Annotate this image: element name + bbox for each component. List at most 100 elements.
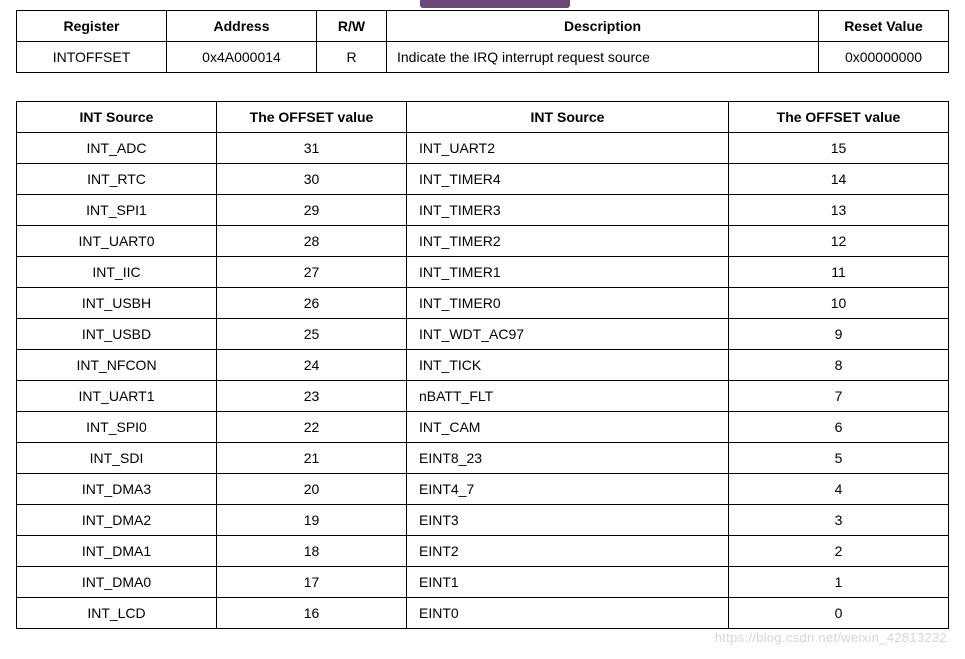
cell-int-source: INT_CAM — [407, 412, 729, 443]
cell-offset-value: 30 — [217, 164, 407, 195]
cell-offset-value: 14 — [729, 164, 949, 195]
cell-offset-value: 11 — [729, 257, 949, 288]
table-row: INT_UART123nBATT_FLT7 — [17, 381, 949, 412]
cell-offset-value: 13 — [729, 195, 949, 226]
cell-offset-value: 25 — [217, 319, 407, 350]
table-row: INT_USBH26INT_TIMER010 — [17, 288, 949, 319]
cell-int-source: INT_DMA3 — [17, 474, 217, 505]
cell-offset-value: 18 — [217, 536, 407, 567]
cell-int-source: INT_NFCON — [17, 350, 217, 381]
cell-int-source: INT_SPI1 — [17, 195, 217, 226]
cell-offset-value: 15 — [729, 133, 949, 164]
th-description: Description — [387, 11, 819, 42]
cell-offset-value: 5 — [729, 443, 949, 474]
table-row: INT_DMA118EINT22 — [17, 536, 949, 567]
table-row: INT_LCD16EINT00 — [17, 598, 949, 629]
table-row: INT_DMA219EINT33 — [17, 505, 949, 536]
cell-address: 0x4A000014 — [167, 42, 317, 73]
cell-int-source: EINT1 — [407, 567, 729, 598]
cell-offset-value: 22 — [217, 412, 407, 443]
watermark-text: https://blog.csdn.net/weixin_42813232 — [715, 630, 947, 645]
cell-int-source: INT_ADC — [17, 133, 217, 164]
table-row: INT_UART028INT_TIMER212 — [17, 226, 949, 257]
cell-int-source: INT_UART0 — [17, 226, 217, 257]
cell-offset-value: 12 — [729, 226, 949, 257]
table-row: INT_DMA320EINT4_74 — [17, 474, 949, 505]
cell-int-source: INT_TICK — [407, 350, 729, 381]
table-row: INT_USBD25INT_WDT_AC979 — [17, 319, 949, 350]
cell-offset-value: 8 — [729, 350, 949, 381]
cell-int-source: INT_DMA0 — [17, 567, 217, 598]
cell-int-source: INT_SPI0 — [17, 412, 217, 443]
cell-int-source: EINT4_7 — [407, 474, 729, 505]
cell-int-source: INT_UART2 — [407, 133, 729, 164]
th-offset-value-2: The OFFSET value — [729, 102, 949, 133]
th-int-source-1: INT Source — [17, 102, 217, 133]
cell-offset-value: 23 — [217, 381, 407, 412]
th-reset-value: Reset Value — [819, 11, 949, 42]
th-int-source-2: INT Source — [407, 102, 729, 133]
cell-offset-value: 27 — [217, 257, 407, 288]
table-row: INTOFFSET 0x4A000014 R Indicate the IRQ … — [17, 42, 949, 73]
th-offset-value-1: The OFFSET value — [217, 102, 407, 133]
cell-offset-value: 7 — [729, 381, 949, 412]
cell-reset-value: 0x00000000 — [819, 42, 949, 73]
table-row: INT_SPI022INT_CAM6 — [17, 412, 949, 443]
cell-int-source: INT_WDT_AC97 — [407, 319, 729, 350]
th-register: Register — [17, 11, 167, 42]
cell-offset-value: 10 — [729, 288, 949, 319]
cell-offset-value: 4 — [729, 474, 949, 505]
cell-int-source: INT_TIMER1 — [407, 257, 729, 288]
cell-offset-value: 28 — [217, 226, 407, 257]
cell-offset-value: 3 — [729, 505, 949, 536]
table-header-row: INT Source The OFFSET value INT Source T… — [17, 102, 949, 133]
cell-int-source: INT_DMA1 — [17, 536, 217, 567]
cell-int-source: EINT0 — [407, 598, 729, 629]
cell-int-source: INT_TIMER2 — [407, 226, 729, 257]
cell-int-source: EINT8_23 — [407, 443, 729, 474]
cell-offset-value: 0 — [729, 598, 949, 629]
cell-int-source: nBATT_FLT — [407, 381, 729, 412]
cell-offset-value: 29 — [217, 195, 407, 226]
cell-register: INTOFFSET — [17, 42, 167, 73]
cell-int-source: INT_USBH — [17, 288, 217, 319]
register-table: Register Address R/W Description Reset V… — [16, 10, 949, 73]
cell-offset-value: 9 — [729, 319, 949, 350]
cell-offset-value: 17 — [217, 567, 407, 598]
table-row: INT_RTC30INT_TIMER414 — [17, 164, 949, 195]
cell-offset-value: 26 — [217, 288, 407, 319]
table-row: INT_ADC31INT_UART215 — [17, 133, 949, 164]
cell-int-source: EINT2 — [407, 536, 729, 567]
cell-int-source: INT_RTC — [17, 164, 217, 195]
table-row: INT_DMA017EINT11 — [17, 567, 949, 598]
table-row: INT_NFCON24INT_TICK8 — [17, 350, 949, 381]
cell-description: Indicate the IRQ interrupt request sourc… — [387, 42, 819, 73]
offset-table: INT Source The OFFSET value INT Source T… — [16, 101, 949, 629]
table-row: INT_IIC27INT_TIMER111 — [17, 257, 949, 288]
cell-offset-value: 1 — [729, 567, 949, 598]
cell-int-source: INT_SDI — [17, 443, 217, 474]
table-header-row: Register Address R/W Description Reset V… — [17, 11, 949, 42]
decorative-bar — [420, 0, 570, 8]
cell-int-source: INT_IIC — [17, 257, 217, 288]
cell-offset-value: 24 — [217, 350, 407, 381]
cell-offset-value: 16 — [217, 598, 407, 629]
cell-int-source: INT_TIMER3 — [407, 195, 729, 226]
cell-offset-value: 2 — [729, 536, 949, 567]
cell-offset-value: 31 — [217, 133, 407, 164]
table-row: INT_SPI129INT_TIMER313 — [17, 195, 949, 226]
th-rw: R/W — [317, 11, 387, 42]
cell-offset-value: 20 — [217, 474, 407, 505]
cell-int-source: INT_TIMER4 — [407, 164, 729, 195]
cell-offset-value: 6 — [729, 412, 949, 443]
cell-int-source: INT_USBD — [17, 319, 217, 350]
table-row: INT_SDI21EINT8_235 — [17, 443, 949, 474]
cell-int-source: EINT3 — [407, 505, 729, 536]
cell-int-source: INT_LCD — [17, 598, 217, 629]
cell-int-source: INT_DMA2 — [17, 505, 217, 536]
cell-int-source: INT_UART1 — [17, 381, 217, 412]
cell-int-source: INT_TIMER0 — [407, 288, 729, 319]
cell-offset-value: 19 — [217, 505, 407, 536]
cell-rw: R — [317, 42, 387, 73]
th-address: Address — [167, 11, 317, 42]
